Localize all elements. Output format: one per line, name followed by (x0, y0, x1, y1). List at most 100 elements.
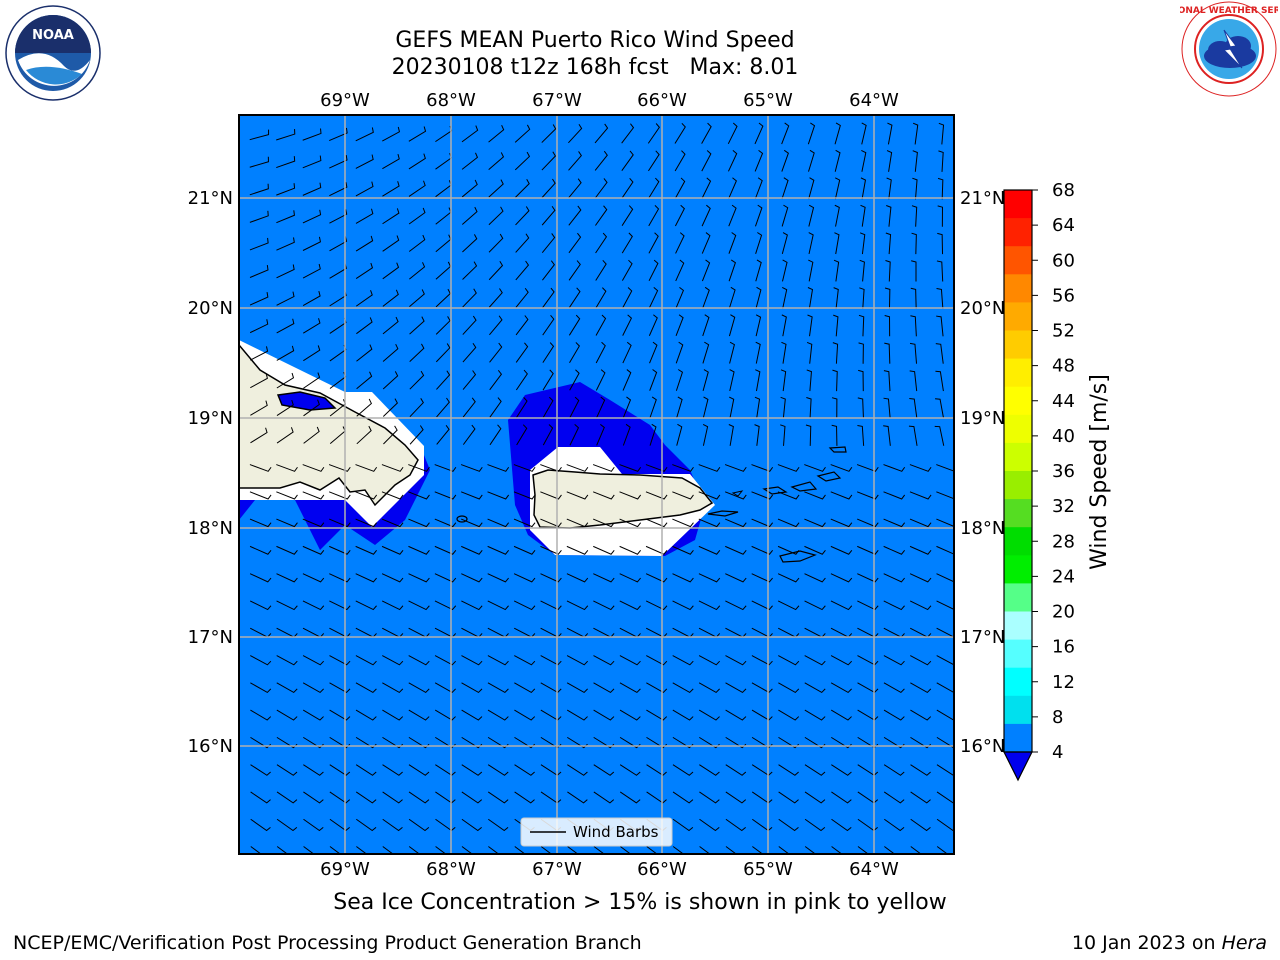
wind-barb (593, 709, 615, 721)
wind-barb (408, 464, 430, 472)
wind-barb (910, 846, 922, 854)
wind-barb (461, 818, 482, 832)
wind-barb (355, 290, 373, 307)
wind-barb (276, 518, 298, 528)
wind-barb (434, 518, 457, 528)
wind-barb (672, 518, 694, 528)
wind-barb (645, 545, 668, 555)
wind-barb (621, 232, 633, 254)
wind-barb (488, 260, 504, 281)
wind-barb (542, 369, 554, 391)
wind-barb (514, 655, 536, 666)
wind-barb (329, 545, 351, 555)
colorbar-segment (1004, 723, 1032, 753)
wind-barb (830, 600, 853, 611)
wind-barb (409, 262, 426, 280)
wind-barb (830, 709, 852, 721)
wind-barb (702, 423, 709, 446)
wind-barb (725, 518, 747, 528)
wind-barb (751, 682, 773, 694)
wind-barb (729, 396, 735, 419)
wind-barb (302, 128, 322, 141)
wind-barb (672, 545, 694, 555)
wind-barb (355, 709, 377, 721)
wind-barb (804, 764, 826, 776)
wind-barb (434, 600, 457, 611)
wind-barb (592, 491, 615, 500)
colorbar-tick-label: 4 (1052, 742, 1063, 763)
wind-barb (778, 682, 800, 694)
wind-barb (834, 149, 841, 172)
wind-barb (781, 204, 789, 227)
wind-barbs (249, 122, 954, 854)
wind-barb (568, 260, 581, 281)
svg-text:18°N: 18°N (188, 518, 233, 539)
wind-barb (566, 573, 589, 583)
wind-barb (568, 178, 582, 199)
wind-barb (808, 259, 814, 282)
wind-barb (302, 209, 322, 224)
wind-barb (302, 464, 325, 472)
wind-barb (857, 600, 879, 611)
wind-barb (249, 573, 272, 583)
wind-barb (593, 545, 615, 555)
wind-barb (883, 573, 905, 583)
wind-barb (461, 655, 483, 666)
wind-barb (566, 709, 588, 721)
wind-barb (595, 369, 606, 391)
colorbar-segment (1004, 611, 1032, 641)
wind-barb (883, 709, 905, 721)
wind-barb (302, 709, 324, 721)
wind-barb (356, 344, 373, 362)
wind-barb (832, 342, 839, 364)
wind-barb (276, 764, 298, 776)
wind-barb (276, 318, 295, 334)
wind-barb (937, 177, 944, 200)
wind-barb (303, 818, 324, 832)
wind-barb (513, 600, 536, 611)
colorbar-tick-label: 48 (1052, 356, 1075, 377)
wind-barb (884, 846, 896, 854)
wind-barb (619, 518, 642, 528)
wind-barb (858, 342, 864, 364)
wind-barb (725, 791, 747, 804)
wind-barb (514, 682, 536, 694)
wind-barb (675, 259, 685, 282)
wind-barb (645, 491, 668, 500)
wind-barb (542, 396, 554, 418)
footer-host: Hera (1221, 932, 1267, 954)
wind-barb (250, 764, 271, 776)
wind-barb (778, 655, 800, 666)
wind-barb (355, 682, 377, 694)
wind-barb (860, 177, 867, 200)
wind-barb (276, 846, 289, 854)
anegada-island (828, 446, 847, 453)
calm-region-west (239, 500, 255, 520)
wind-barb (355, 181, 374, 197)
wind-barb (620, 846, 632, 854)
wind-barb (568, 123, 583, 144)
wind-barb (382, 682, 404, 694)
wind-barb (728, 424, 734, 446)
svg-text:68°W: 68°W (426, 90, 476, 111)
wind-barb (728, 232, 737, 254)
wind-barb (804, 655, 826, 666)
wind-barb (834, 177, 841, 200)
wind-barb (513, 518, 536, 528)
wind-barb (462, 234, 478, 253)
wind-barb (488, 818, 509, 832)
wind-barb (593, 518, 615, 528)
wind-barb (329, 764, 351, 776)
wind-barb (513, 464, 536, 472)
wind-barb (859, 232, 866, 255)
colorbar-tick-label: 16 (1052, 637, 1075, 658)
wind-barb (777, 600, 800, 611)
wind-barb (755, 286, 762, 309)
wind-barb (487, 464, 510, 472)
wind-barb (329, 682, 351, 694)
colorbar: 68 64 60 56 52 48 44 40 36 32 28 24 20 16 12 8 4 (1003, 180, 1075, 782)
wind-barb (593, 846, 605, 854)
wind-barb (567, 791, 588, 804)
wind-barb (461, 791, 483, 804)
wind-barb (514, 151, 531, 171)
